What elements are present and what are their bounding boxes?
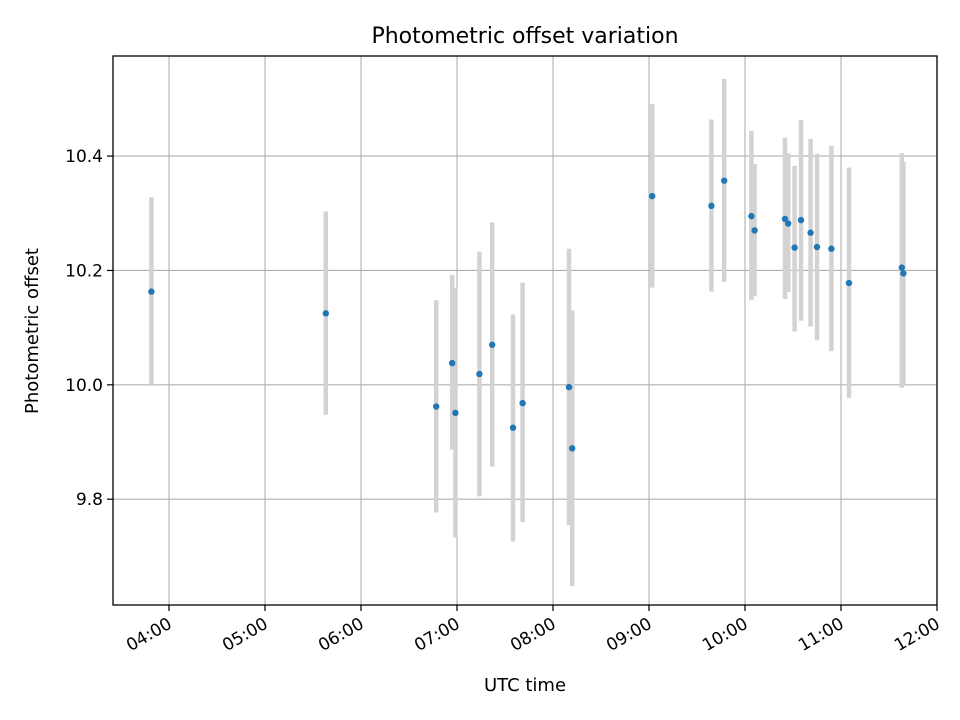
x-axis-ticks: 04:00 05:00 06:00 07:00 08:00 09:00 10:00 11:00… <box>123 605 944 656</box>
data-point <box>828 245 835 252</box>
data-point <box>509 424 517 431</box>
x-tick-label: 06:00 <box>315 614 367 656</box>
x-tick-label: 08:00 <box>507 614 559 656</box>
x-tick-label: 10:00 <box>699 614 751 656</box>
data-point <box>452 409 459 417</box>
data-point <box>900 270 907 277</box>
grid-lines <box>113 56 938 605</box>
y-axis-label: Photometric offset <box>22 248 43 414</box>
data-point <box>148 288 155 295</box>
data-point <box>489 341 496 348</box>
data-point <box>519 399 526 407</box>
y-axis-ticks: 9.8 10.0 10.2 10.4 <box>65 147 113 510</box>
data-point <box>748 212 755 220</box>
x-tick-label: 04:00 <box>123 614 175 656</box>
data-points <box>148 177 907 452</box>
x-axis-label: UTC time <box>484 675 566 696</box>
data-point <box>797 216 805 224</box>
data-point <box>721 177 728 184</box>
x-tick-label: 12:00 <box>891 614 943 656</box>
y-tick-label: 10.0 <box>65 376 103 396</box>
data-point <box>791 244 798 251</box>
data-point <box>751 227 758 234</box>
data-point <box>569 445 576 452</box>
data-point <box>649 192 656 200</box>
y-tick-label: 9.8 <box>76 490 103 510</box>
data-point <box>449 359 456 367</box>
data-point <box>813 243 821 251</box>
x-tick-label: 07:00 <box>411 614 463 656</box>
chart-title: Photometric offset variation <box>371 24 678 49</box>
x-tick-label: 09:00 <box>603 614 655 656</box>
plot-frame <box>112 55 938 606</box>
data-point <box>845 279 853 287</box>
data-point <box>785 220 792 227</box>
error-bars <box>149 78 906 587</box>
data-point <box>322 310 329 317</box>
y-tick-label: 10.2 <box>65 261 103 281</box>
data-point <box>565 383 573 391</box>
y-tick-label: 10.4 <box>65 147 103 167</box>
x-tick-label: 05:00 <box>219 614 271 656</box>
data-point <box>898 264 905 271</box>
data-point <box>476 370 483 378</box>
data-point <box>433 403 440 410</box>
data-point <box>781 215 789 223</box>
data-point <box>708 202 715 210</box>
x-tick-label: 11:00 <box>795 614 847 656</box>
data-point <box>807 229 814 236</box>
